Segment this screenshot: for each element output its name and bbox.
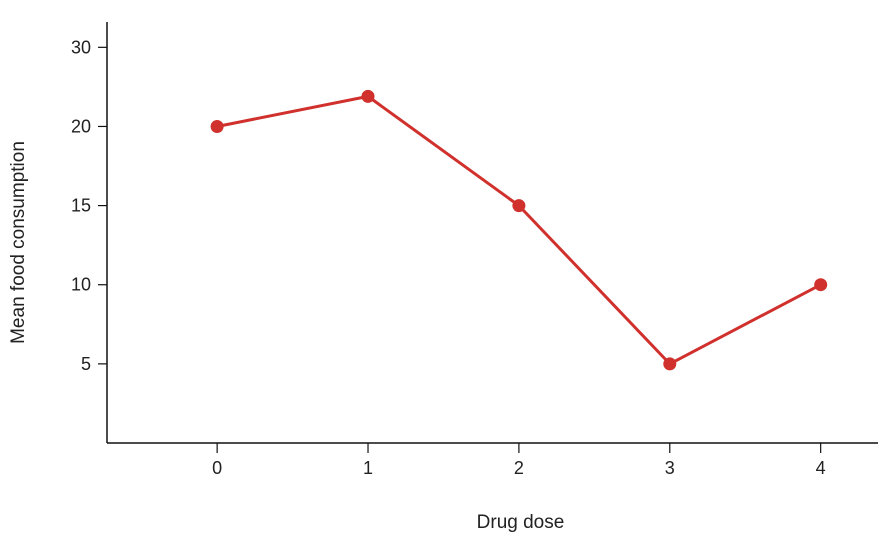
x-axis-title: Drug dose [477, 512, 565, 533]
y-tick-label: 15 [71, 196, 91, 216]
x-tick-label: 1 [363, 458, 373, 478]
data-point [210, 120, 224, 133]
y-tick-label: 20 [71, 116, 91, 136]
x-tick-label: 3 [665, 458, 675, 478]
x-axis-ticks: 0 1 2 3 4 [212, 443, 826, 478]
data-point [512, 199, 526, 213]
x-tick-label: 2 [514, 458, 524, 478]
y-tick-label: 5 [81, 354, 91, 374]
y-axis-title: Mean food consumption [8, 141, 29, 344]
data-point [361, 89, 375, 103]
data-point [814, 278, 828, 292]
y-tick-label: 10 [71, 275, 91, 295]
y-axis-ticks: 5 10 15 20 30 [71, 37, 107, 374]
x-tick-label: 0 [212, 458, 222, 478]
x-tick-label: 4 [816, 458, 826, 478]
series-line [216, 94, 822, 366]
y-tick-label: 30 [71, 37, 91, 57]
series-layer [210, 89, 828, 371]
data-point [663, 357, 677, 371]
